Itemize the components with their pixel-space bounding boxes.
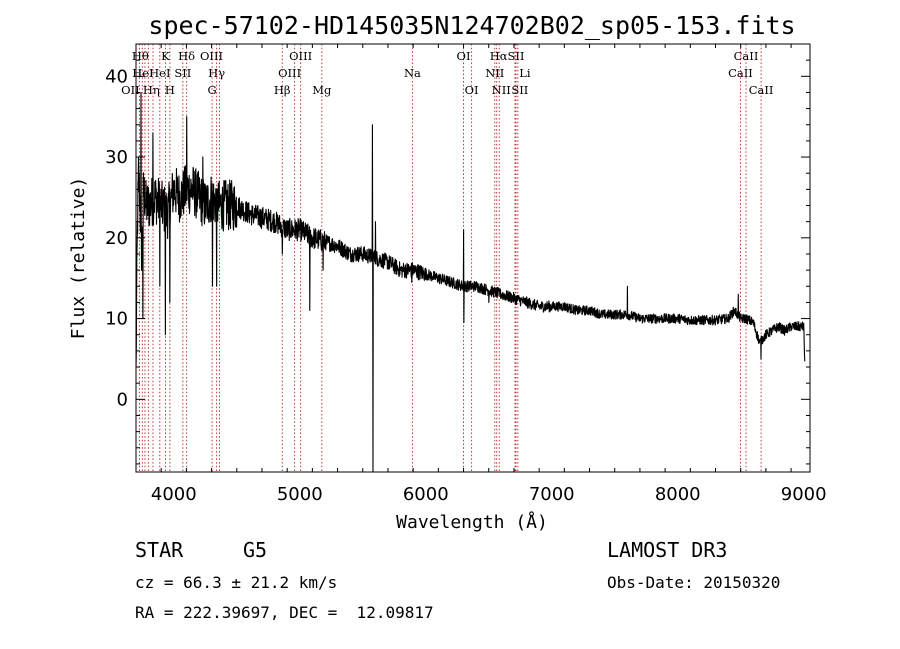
- y-axis-title: Flux (relative): [68, 177, 89, 340]
- plot-frame: [135, 43, 811, 473]
- line-label: Hδ: [178, 49, 195, 63]
- line-label: Na: [404, 66, 421, 80]
- x-tick-label: 4000: [151, 484, 197, 505]
- line-label: SII: [511, 83, 528, 97]
- spectrum-layer: [135, 91, 806, 473]
- y-tick-label: 30: [105, 147, 128, 168]
- line-label: CaII: [749, 83, 774, 97]
- line-label: OIII: [289, 49, 312, 63]
- x-tick-label: 5000: [277, 484, 323, 505]
- line-label: CaII: [734, 49, 759, 63]
- line-labels: OIIHθHeIHηHeIKHSIIHδGHγOIIIHβOIIIOIIIMgN…: [121, 49, 773, 97]
- x-tick-label: 8000: [655, 484, 701, 505]
- line-label: Hθ: [132, 49, 149, 63]
- line-label: OIII: [200, 49, 223, 63]
- line-label: SII: [507, 49, 524, 63]
- line-label: K: [161, 49, 170, 63]
- x-tick-label: 9000: [781, 484, 827, 505]
- line-label: OII: [121, 83, 140, 97]
- line-markers: [138, 44, 762, 472]
- line-label: CaII: [728, 66, 753, 80]
- x-tick-label: 7000: [529, 484, 575, 505]
- x-tick-label: 6000: [403, 484, 449, 505]
- line-label: NII: [492, 83, 511, 97]
- line-label: Hβ: [274, 83, 291, 97]
- line-label: Hγ: [208, 66, 225, 80]
- x-axis-title: Wavelength (Å): [396, 511, 548, 533]
- line-label: HeI: [149, 66, 170, 80]
- line-label: OI: [465, 83, 479, 97]
- y-tick-label: 0: [117, 389, 128, 410]
- line-label: OI: [457, 49, 471, 63]
- spectrum-chart: spec-57102-HD145035N124702B02_sp05-153.f…: [68, 11, 827, 533]
- line-label: Hη: [143, 83, 160, 97]
- subclass: G5: [243, 538, 268, 562]
- line-label: HeI: [132, 66, 153, 80]
- object-class: STAR: [135, 538, 184, 562]
- axis-ticks: 4000 5000 6000 7000 8000 9000 0 10 20 30 40: [105, 43, 827, 505]
- line-label: G: [207, 83, 216, 97]
- line-label: Hα: [490, 49, 508, 63]
- line-label: SII: [174, 66, 191, 80]
- y-tick-label: 20: [105, 228, 128, 249]
- line-label: NII: [485, 66, 504, 80]
- coordinates: RA = 222.39697, DEC = 12.09817: [135, 603, 434, 622]
- survey-label: LAMOST DR3: [607, 538, 728, 562]
- line-label: OIII: [278, 66, 301, 80]
- spectrum-line: [135, 91, 806, 473]
- redshift-readout: cz = 66.3 ± 21.2 km/s: [135, 573, 338, 592]
- y-tick-label: 10: [105, 309, 128, 330]
- y-tick-label: 40: [105, 66, 128, 87]
- line-label: Li: [519, 66, 531, 80]
- line-label: Mg: [312, 83, 332, 97]
- line-label: H: [165, 83, 175, 97]
- chart-title: spec-57102-HD145035N124702B02_sp05-153.f…: [148, 11, 795, 40]
- obs-date: Obs-Date: 20150320: [607, 573, 781, 592]
